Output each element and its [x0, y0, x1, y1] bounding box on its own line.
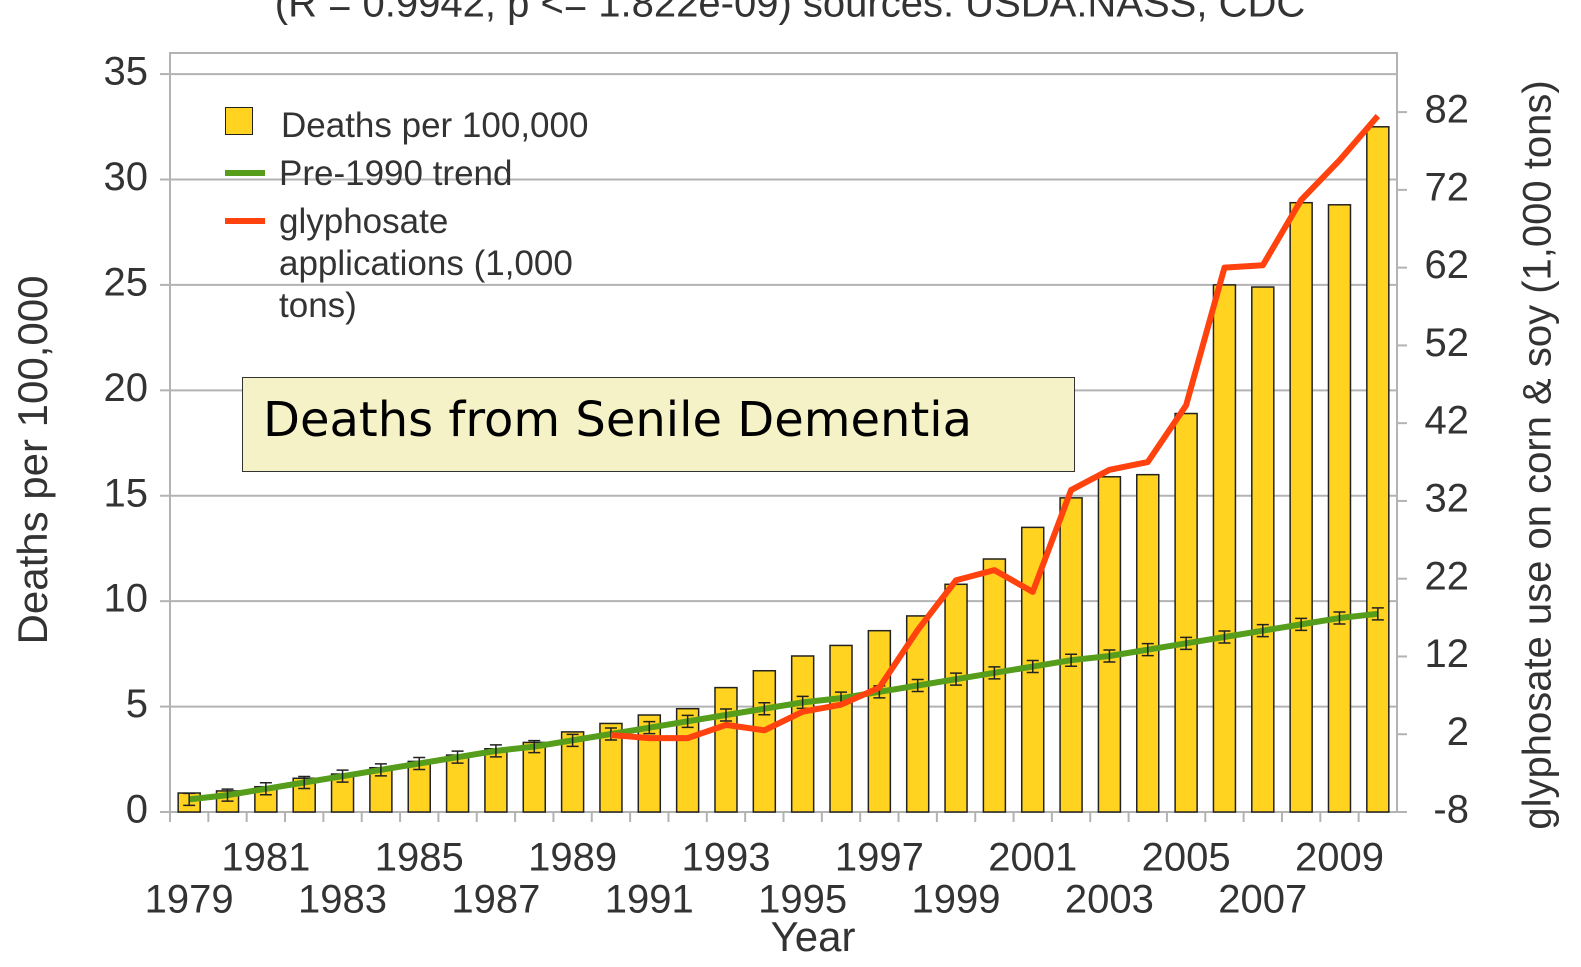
x-tick-label: 2009 [1295, 836, 1384, 880]
y2-tick-label: 22 [1425, 554, 1470, 598]
bar [1097, 476, 1122, 813]
legend-swatch [225, 170, 265, 176]
bar [1251, 286, 1275, 813]
y2-tick-label: 82 [1425, 88, 1470, 132]
y2-axis-label: glyphosate use on corn & soy (1,000 tons… [1516, 80, 1560, 829]
error-marker [1295, 617, 1308, 632]
error-marker [336, 769, 349, 783]
error-marker [528, 739, 541, 754]
bar [905, 615, 930, 813]
x-tick-label: 1983 [298, 878, 387, 922]
error-marker [298, 775, 311, 790]
bar [1212, 284, 1237, 813]
legend-label: Pre-1990 trend [279, 154, 513, 193]
y-tick-label: 15 [104, 471, 149, 515]
y-axis-label: Deaths per 100,000 [9, 276, 56, 645]
error-marker [988, 666, 1001, 680]
error-marker [489, 744, 502, 758]
bar [944, 583, 968, 813]
x-tick-label: 1993 [681, 836, 770, 880]
error-marker [374, 763, 387, 777]
line [188, 610, 1379, 803]
x-tick-label: 1999 [912, 878, 1001, 922]
error-marker [1371, 607, 1384, 621]
error-marker [221, 788, 234, 802]
bar [714, 686, 738, 813]
bar [752, 669, 777, 813]
y2-tick-label: 62 [1425, 243, 1470, 287]
y-tick-label: 10 [104, 577, 149, 621]
y-tick-label: 25 [104, 260, 149, 304]
bar [1289, 201, 1313, 813]
x-tick-label: 1991 [605, 878, 694, 922]
error-marker [1103, 649, 1116, 663]
x-tick-label: 1989 [528, 836, 617, 880]
y-tick-label: 5 [126, 682, 148, 726]
bar [560, 731, 585, 813]
y2-tick-label: -8 [1433, 788, 1469, 832]
error-marker [643, 720, 656, 735]
y-tick-label: 0 [126, 788, 148, 832]
y2-tick-label: 2 [1447, 710, 1469, 754]
y-tick-label: 20 [104, 366, 149, 410]
x-tick-label: 1995 [758, 878, 847, 922]
y2-tick-label: 12 [1425, 632, 1470, 676]
annotation: Deaths from Senile Dementia [242, 377, 1075, 472]
x-tick-label: 1997 [835, 836, 924, 880]
y2-tick-label: 32 [1425, 476, 1470, 520]
bar [867, 629, 892, 813]
error-marker [259, 782, 272, 796]
x-tick-label: 1979 [145, 878, 234, 922]
x-tick-label: 1981 [221, 836, 310, 880]
error-marker [451, 750, 464, 764]
legend-swatch [225, 218, 265, 224]
y-tick-label: 35 [104, 50, 149, 94]
legend-label: glyphosate applications (1,000 tons) [279, 202, 573, 325]
error-marker [1333, 611, 1346, 625]
x-axis-label: Year [771, 913, 856, 960]
x-tick-label: 2007 [1218, 878, 1307, 922]
error-marker [1256, 623, 1269, 638]
x-tick-label: 2001 [988, 836, 1077, 880]
line [610, 114, 1381, 742]
error-marker [950, 672, 963, 686]
x-tick-label: 1987 [451, 878, 540, 922]
x-tick-label: 2003 [1065, 878, 1154, 922]
bar [829, 644, 853, 813]
error-marker [719, 708, 732, 722]
legend-swatch [225, 107, 253, 135]
x-tick-label: 2005 [1142, 836, 1231, 880]
bar [790, 655, 815, 813]
error-marker [911, 678, 924, 693]
error-marker [413, 756, 426, 771]
x-tick-label: 1985 [375, 836, 464, 880]
y2-tick-label: 72 [1425, 165, 1470, 209]
y-tick-label: 30 [104, 155, 149, 199]
bar [599, 722, 623, 813]
chart-title: (R = 0.9942, p <= 1.822e-09) sources: US… [275, 0, 1306, 26]
y2-tick-label: 42 [1425, 399, 1470, 443]
bar [982, 558, 1007, 813]
error-marker [681, 714, 694, 729]
error-marker [1065, 653, 1078, 667]
legend-label: Deaths per 100,000 [281, 106, 589, 145]
error-marker [758, 701, 771, 716]
error-marker [1026, 659, 1039, 674]
error-marker [1141, 642, 1154, 657]
legend-item: glyphosate applications (1,000 tons) [225, 201, 615, 327]
error-marker [566, 733, 579, 748]
bar [484, 748, 508, 813]
y2-tick-label: 52 [1425, 321, 1470, 365]
legend: Deaths per 100,000 Pre-1990 trend glyphosa… [225, 105, 615, 333]
bar [1366, 126, 1390, 813]
legend-item: Pre-1990 trend [225, 153, 615, 195]
error-marker [1180, 636, 1193, 651]
bar [1327, 204, 1352, 813]
error-marker [183, 792, 196, 807]
legend-item: Deaths per 100,000 [225, 105, 615, 147]
bar [1174, 412, 1198, 813]
error-marker [1218, 630, 1231, 644]
